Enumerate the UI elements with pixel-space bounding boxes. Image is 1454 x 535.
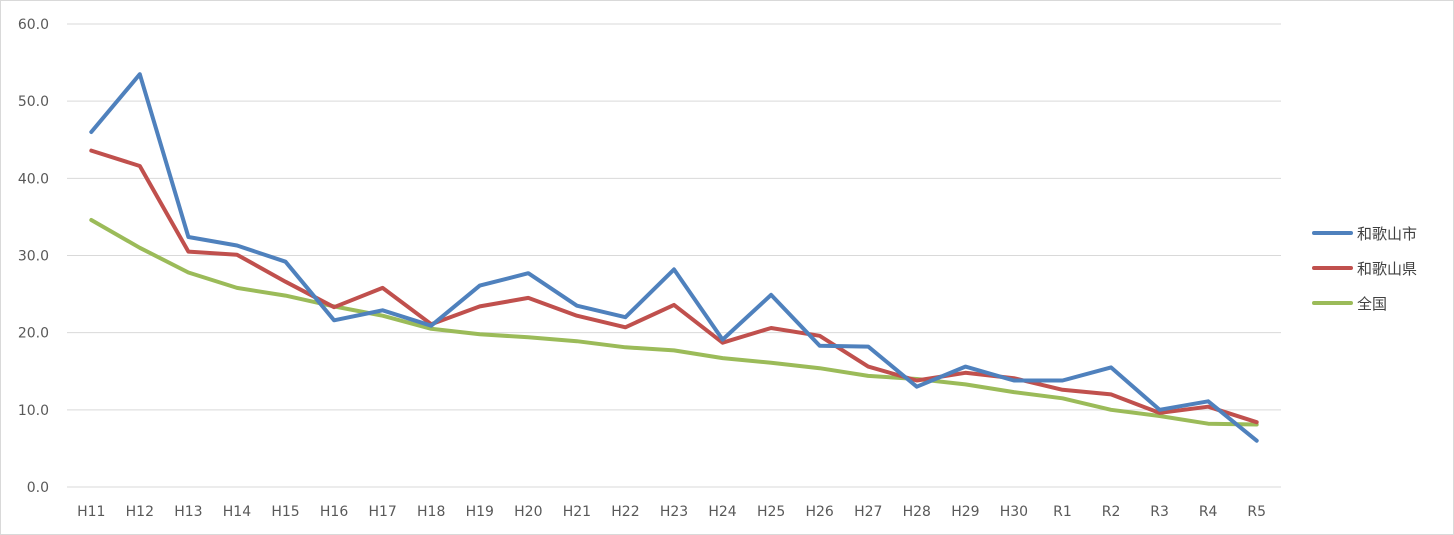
- x-tick-label: R2: [1102, 504, 1121, 520]
- x-tick-label: R1: [1053, 504, 1072, 520]
- series-line-2: [89, 148, 1259, 425]
- x-tick-label: H30: [1000, 504, 1028, 520]
- y-axis: 0.0 10.0 20.0 30.0 40.0 50.0 60.0: [18, 17, 49, 496]
- series-line-1: [89, 72, 1259, 443]
- x-tick-label: H14: [223, 504, 251, 520]
- x-tick-label: H18: [417, 504, 445, 520]
- x-tick-label: R3: [1150, 504, 1169, 520]
- y-tick-label: 30.0: [18, 249, 49, 265]
- legend-label-2: 和歌山県: [1357, 260, 1417, 278]
- y-tick-label: 0.0: [27, 480, 49, 496]
- x-tick-label: H15: [271, 504, 299, 520]
- x-tick-label: H16: [320, 504, 348, 520]
- legend-label-3: 全国: [1357, 295, 1387, 313]
- x-tick-label: H21: [563, 504, 591, 520]
- legend-label-1: 和歌山市: [1357, 225, 1417, 243]
- series-lines: [89, 72, 1259, 443]
- x-tick-label: H25: [757, 504, 785, 520]
- x-tick-label: R4: [1199, 504, 1218, 520]
- x-tick-label: H13: [174, 504, 202, 520]
- series-line-3: [89, 218, 1259, 427]
- x-axis: H11 H12 H13 H14 H15 H16 H17 H18 H19 H20 H21 H22 H23 H…: [77, 504, 1266, 520]
- x-tick-label: H28: [903, 504, 931, 520]
- gridlines: [67, 23, 1281, 488]
- x-tick-label: H22: [611, 504, 639, 520]
- y-tick-label: 20.0: [18, 326, 49, 342]
- y-tick-label: 40.0: [18, 171, 49, 187]
- x-tick-label: H17: [368, 504, 396, 520]
- x-tick-label: H23: [660, 504, 688, 520]
- x-tick-label: H19: [466, 504, 494, 520]
- y-tick-label: 50.0: [18, 94, 49, 110]
- x-tick-label: H12: [126, 504, 154, 520]
- x-tick-label: H24: [708, 504, 736, 520]
- x-tick-label: H20: [514, 504, 542, 520]
- x-tick-label: H26: [806, 504, 834, 520]
- y-tick-label: 60.0: [18, 17, 49, 33]
- x-tick-label: R5: [1247, 504, 1266, 520]
- y-tick-label: 10.0: [18, 403, 49, 419]
- x-tick-label: H27: [854, 504, 882, 520]
- x-tick-label: H11: [77, 504, 105, 520]
- x-tick-label: H29: [951, 504, 979, 520]
